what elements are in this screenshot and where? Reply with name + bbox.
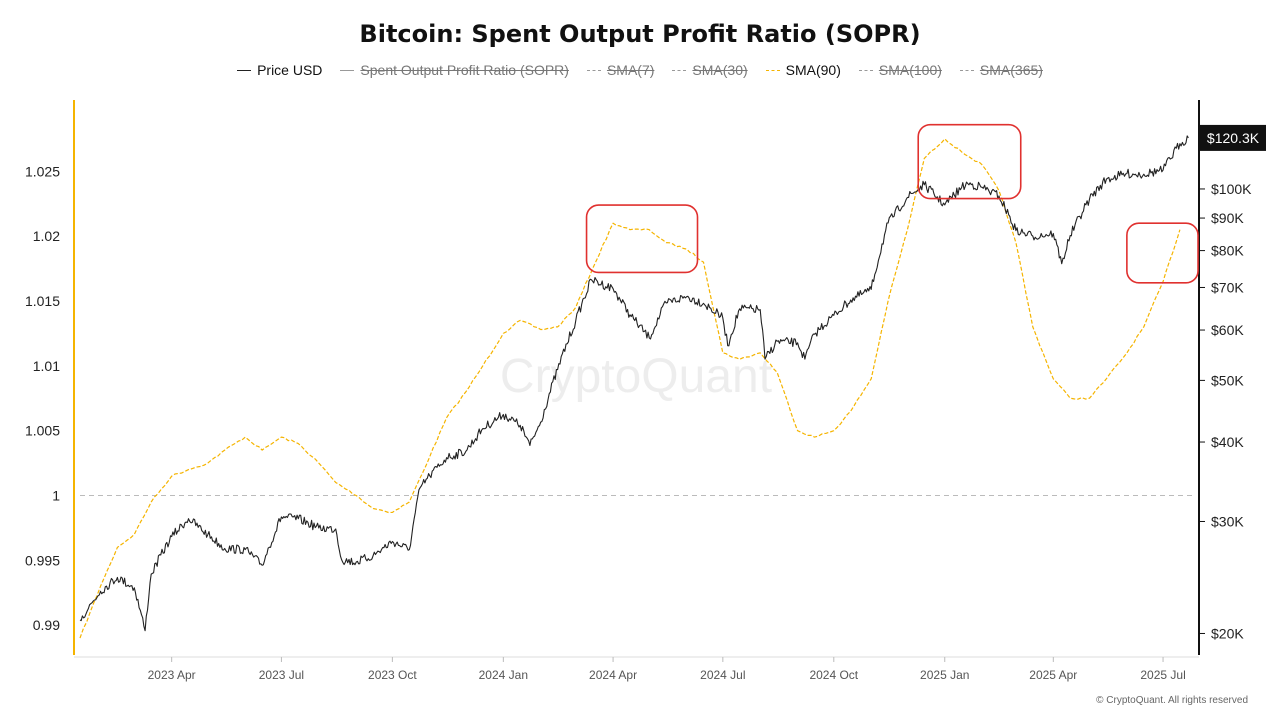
- series-group: [79, 135, 1189, 639]
- axes: 0.99 0.995 1 1.005 1.01 1.015 1.02 1.025 $20K $30…: [25, 100, 1266, 682]
- y-left-tick-label: 1.02: [33, 228, 60, 244]
- y-left-tick-label: 1.015: [25, 293, 60, 309]
- x-tick-label: 2025 Apr: [1029, 668, 1077, 682]
- y-left-tick-label: 1.01: [33, 358, 60, 374]
- legend-swatch: [237, 69, 252, 71]
- y-left-tick-label: 0.99: [33, 617, 60, 633]
- series-sma90-line: [79, 138, 1181, 639]
- watermark: CryptoQuant: [500, 350, 772, 403]
- x-tick-label: 2024 Jul: [700, 668, 745, 682]
- legend-item-5[interactable]: SMA(100): [858, 62, 942, 78]
- legend-swatch: [340, 69, 355, 71]
- y-right-tick-label: $80K: [1211, 243, 1244, 259]
- legend-label: SMA(365): [979, 62, 1043, 78]
- y-left-tick-label: 1.025: [25, 163, 60, 179]
- legend-label: Price USD: [257, 62, 323, 78]
- y-right-tick-label: $100K: [1211, 181, 1252, 197]
- y-left-tick-label: 1.005: [25, 423, 60, 439]
- legend-item-0[interactable]: Price USD: [237, 62, 322, 78]
- current-price-badge: [1200, 124, 1266, 151]
- legend-item-1[interactable]: Spent Output Profit Ratio (SOPR): [340, 62, 569, 78]
- legend-label: SMA(90): [785, 62, 841, 78]
- legend-swatch: [672, 69, 687, 71]
- annotation-boxes: [585, 123, 1199, 284]
- x-tick-label: 2024 Oct: [809, 668, 858, 682]
- chart-title: Bitcoin: Spent Output Profit Ratio (SOPR…: [359, 20, 921, 48]
- annotation-box-2: [1126, 222, 1199, 284]
- x-tick-label: 2023 Apr: [148, 668, 196, 682]
- y-left-tick-label: 1: [52, 488, 60, 504]
- x-tick-label: 2023 Oct: [368, 668, 417, 682]
- legend-swatch: [586, 69, 601, 71]
- y-right-tick-label: $60K: [1211, 322, 1244, 338]
- x-tick-label: 2025 Jan: [920, 668, 969, 682]
- copyright-notice: © CryptoQuant. All rights reserved: [1096, 695, 1248, 706]
- y-right-tick-label: $50K: [1211, 372, 1244, 388]
- x-tick-label: 2024 Apr: [589, 668, 637, 682]
- x-tick-label: 2023 Jul: [259, 668, 304, 682]
- y-right-tick-label: $20K: [1211, 625, 1244, 641]
- legend-item-4[interactable]: SMA(90): [765, 62, 841, 78]
- y-right-tick-label: $70K: [1211, 279, 1244, 295]
- watermark-text: CryptoQuant: [500, 350, 772, 403]
- legend-label: SMA(7): [606, 62, 655, 78]
- legend-label: SMA(30): [692, 62, 748, 78]
- x-tick-label: 2024 Jan: [479, 668, 528, 682]
- legend-swatch: [959, 69, 974, 71]
- legend-swatch: [858, 69, 873, 71]
- legend-item-3[interactable]: SMA(30): [672, 62, 748, 78]
- annotation-box-1: [917, 123, 1022, 200]
- series-price-line: [79, 135, 1189, 632]
- legend-label: Spent Output Profit Ratio (SOPR): [360, 62, 569, 78]
- x-tick-label: 2025 Jul: [1140, 668, 1185, 682]
- legend: Price USD Spent Output Profit Ratio (SOPR…: [0, 62, 1280, 78]
- current-price-label: $120.3K: [1207, 130, 1260, 146]
- legend-item-2[interactable]: SMA(7): [586, 62, 655, 78]
- legend-item-6[interactable]: SMA(365): [959, 62, 1043, 78]
- y-right-tick-label: $90K: [1211, 210, 1244, 226]
- y-right-tick-label: $30K: [1211, 513, 1244, 529]
- y-right-tick-label: $40K: [1211, 434, 1244, 450]
- annotation-box-0: [585, 204, 699, 274]
- legend-label: SMA(100): [878, 62, 942, 78]
- y-left-tick-label: 0.995: [25, 552, 60, 568]
- legend-swatch: [765, 69, 780, 71]
